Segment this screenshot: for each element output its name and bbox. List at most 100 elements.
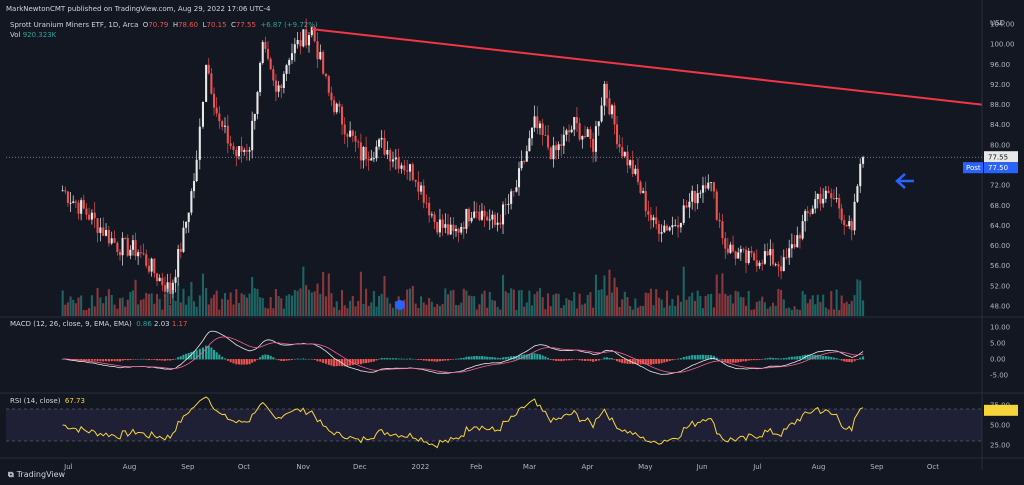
volume-bar [788,307,791,316]
volume-bar [824,307,827,316]
volume-bar [600,289,603,316]
macd-histogram-bar [272,357,275,360]
volume-bar [493,300,496,316]
candle-body [430,214,433,216]
volume-bar [110,295,113,316]
candle-body [739,249,742,253]
volume-bar [517,290,521,316]
volume-bar [457,305,460,316]
candle-body [207,64,210,74]
candle-body [830,193,833,199]
candle-body [446,224,450,235]
macd-histogram-bar [365,359,368,364]
volume-bar [333,307,336,316]
macd-histogram-bar [153,359,156,360]
volume-bar [737,291,740,316]
macd-histogram-bar [843,359,846,362]
price-tick-label: 100.00 [990,41,1015,49]
macd-histogram-bar [838,358,841,360]
volume-bar [570,300,573,316]
candle-body [715,191,718,220]
candle-body [134,240,137,257]
price-tick-label: 52.00 [990,282,1010,290]
price-tick-label: 96.00 [990,61,1010,69]
volume-bar [742,297,745,316]
macd-histogram-bar [198,348,201,360]
volume-bar [90,295,93,316]
candle-body [694,190,697,204]
volume-bar [438,306,441,316]
volume-bar [744,305,748,316]
candle-body [77,202,80,214]
macd-histogram-bar [397,358,400,360]
volume-bar [121,297,124,316]
volume-bar [677,295,680,316]
volume-bar [408,288,412,316]
volume-bar [636,307,639,316]
candle-body [391,159,395,162]
macd-histogram-bar [215,352,218,360]
volume-bar [766,308,769,316]
volume-bar [195,306,198,316]
volume-bar [327,273,330,316]
volume-bar [557,293,560,316]
candle-body [562,134,565,146]
candle-body [333,100,336,113]
volume-bar [816,294,819,316]
candle-body [82,200,85,209]
rsi-value-tag [984,404,1018,416]
volume-bar [798,309,801,316]
macd-histogram-bar [758,359,761,360]
macd-histogram-bar [256,359,259,360]
volume-bar [293,290,296,316]
volume-bar [701,308,705,316]
candle-body [400,165,403,169]
candle-body [845,225,848,227]
candle-body [137,252,140,257]
time-tick-label: 2022 [412,463,430,471]
volume-bar [830,291,833,316]
candle-body [486,216,489,221]
candle-body [568,130,571,133]
rsi-value: 67.73 [64,397,85,405]
volume-bar [801,290,804,316]
macd-histogram-bar [483,356,486,360]
candle-body [88,214,91,220]
macd-histogram-bar [652,359,655,365]
macd-histogram-bar [436,359,439,362]
volume-bar [512,289,515,316]
macd-histogram-bar [212,349,216,360]
macd-histogram-bar [677,358,680,360]
candle-body [264,42,267,49]
volume-bar [124,306,127,316]
candle-body [72,201,75,203]
macd-histogram-bar [207,345,210,360]
macd-histogram-bar [634,359,637,364]
macd-histogram-bar [414,359,417,360]
volume-bar [699,295,702,316]
candle-body [74,201,77,203]
macd-histogram-bar [357,359,360,365]
macd-histogram-bar [790,356,793,360]
candle-body [362,147,365,161]
macd-histogram-bar [488,357,491,360]
macd-histogram-bar [568,359,571,361]
macd-histogram-bar [210,347,213,360]
time-tick-label: Jul [752,463,762,471]
macd-histogram-bar [801,355,804,360]
volume-label: Vol [10,31,21,39]
candle-body [174,277,177,283]
volume-bar [118,298,122,316]
volume-bar [750,309,753,316]
macd-histogram-bar [134,359,137,360]
volume-bar [618,307,621,316]
volume-bar [671,299,674,316]
candle-body [299,40,302,47]
volume-bar [218,309,221,316]
candle-body [691,190,694,202]
candle-body [142,253,145,255]
candle-body [610,105,614,115]
macd-histogram-bar [452,359,455,360]
price-tick-label: 60.00 [990,242,1010,250]
